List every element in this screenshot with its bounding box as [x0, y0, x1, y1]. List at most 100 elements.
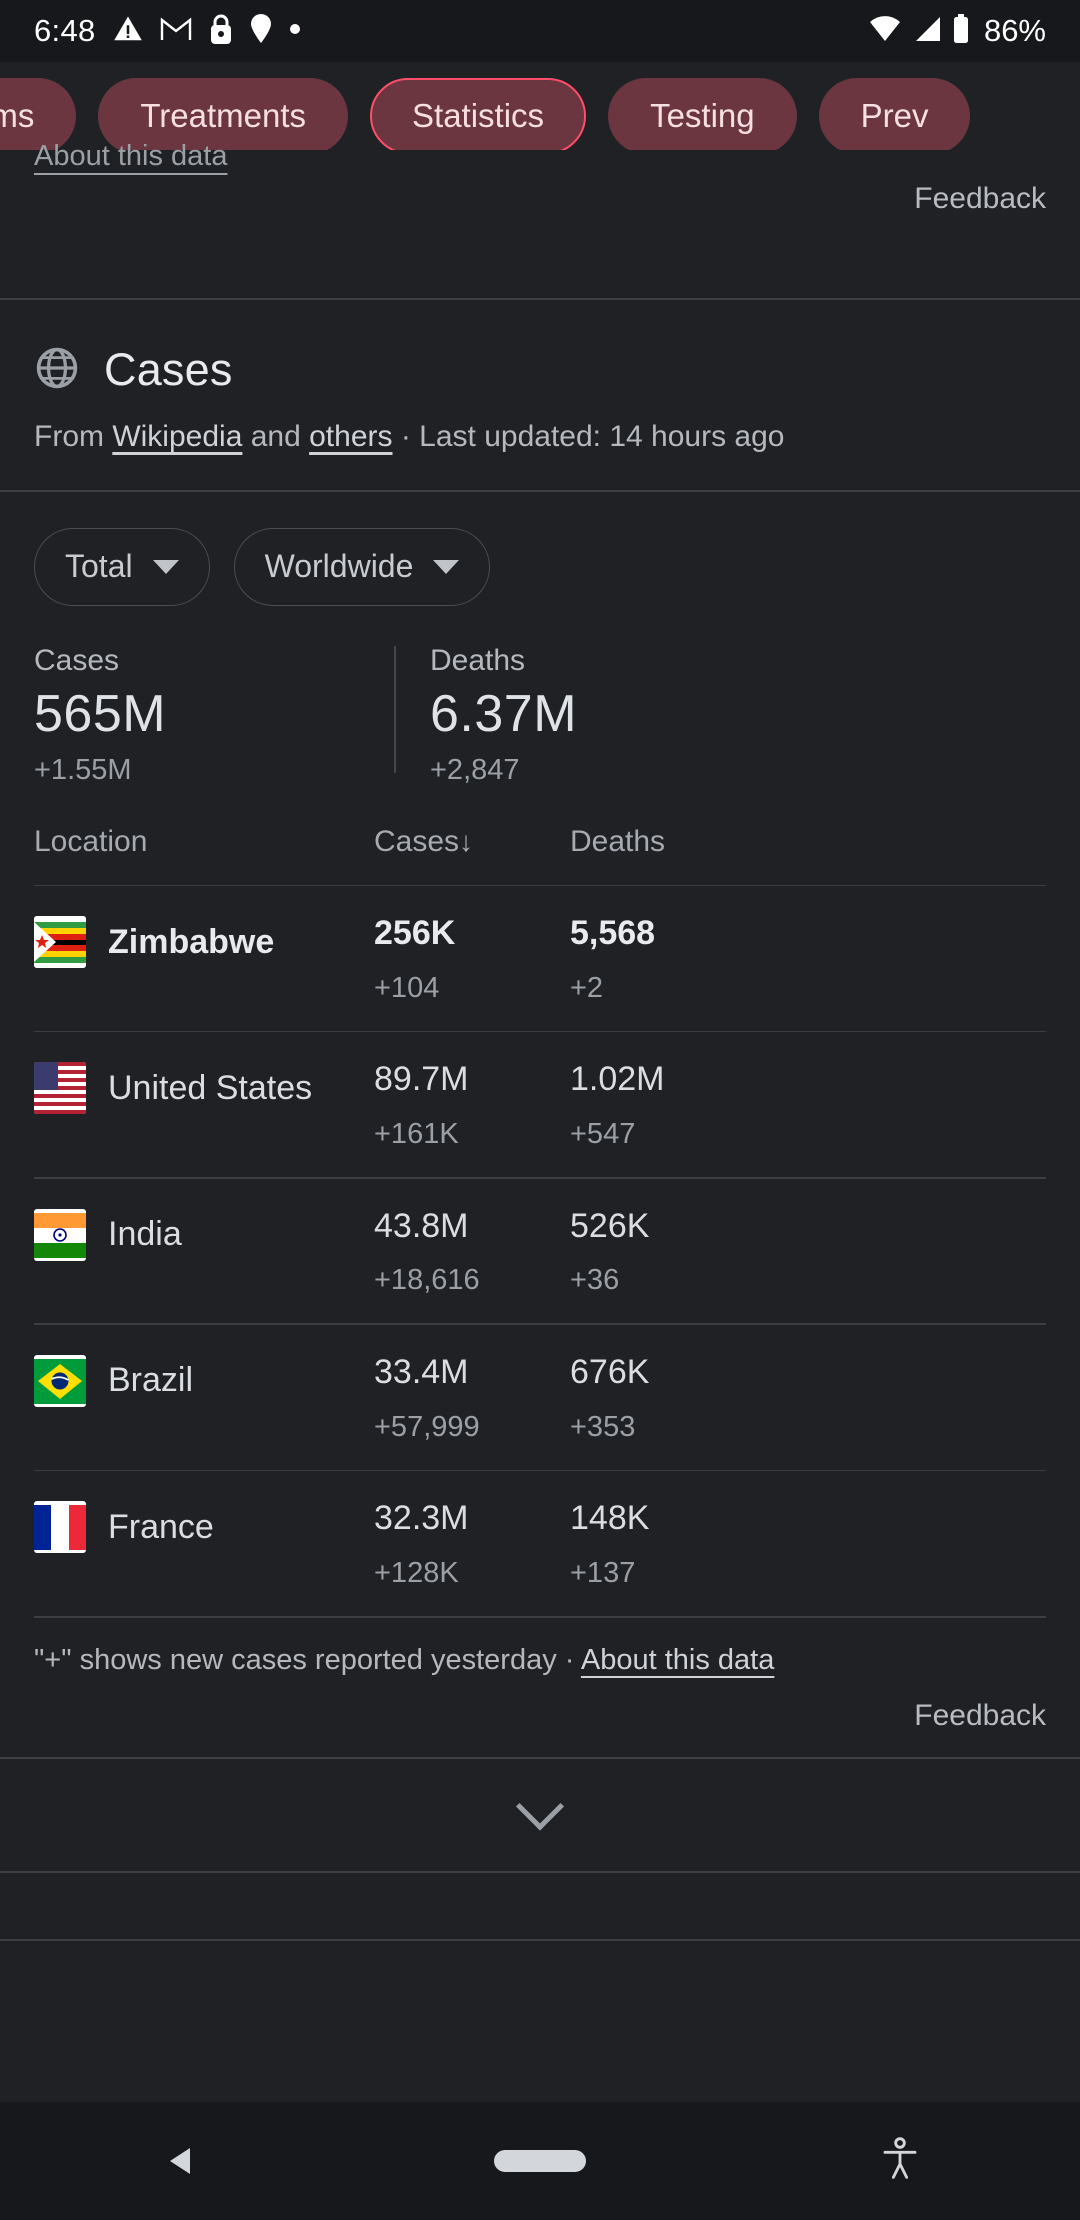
- column-header-cases[interactable]: Cases↓: [374, 825, 570, 859]
- row-deaths-cell: 148K +137: [570, 1501, 1046, 1590]
- lock-icon: [209, 13, 233, 50]
- row-cases-value: 32.3M: [374, 1499, 469, 1538]
- accessibility-icon: [880, 2136, 920, 2186]
- row-cases-value: 33.4M: [374, 1352, 469, 1391]
- status-bar: 6:48 86%: [0, 0, 1080, 62]
- row-cases-delta: +128K: [374, 1556, 459, 1589]
- stat-value: 565M: [34, 684, 167, 743]
- chevron-down-icon: [515, 1781, 565, 1831]
- row-cases-cell: 32.3M +128K: [374, 1501, 570, 1590]
- divider-card-header: [0, 489, 1080, 492]
- status-time: 6:48: [34, 13, 96, 48]
- flag-brazil: [34, 1354, 86, 1407]
- table-row[interactable]: Zimbabwe 256K +104 5,568 +2: [34, 886, 1046, 1031]
- row-country-name: United States: [108, 1068, 313, 1107]
- expand-section-button[interactable]: [0, 1758, 1080, 1871]
- summary-stat-cases: Cases 565M +1.55M: [34, 644, 394, 787]
- nav-back-button[interactable]: [0, 2148, 360, 2174]
- table-row[interactable]: France 32.3M +128K 148K +137: [34, 1471, 1046, 1616]
- column-header-cases-label: Cases: [374, 824, 460, 858]
- row-cases-delta: +161K: [374, 1118, 459, 1151]
- stat-delta: +2,847: [430, 753, 520, 786]
- about-this-data-link-bottom[interactable]: About this data: [580, 1643, 775, 1676]
- divider-after-expander: [0, 1870, 1080, 1873]
- row-location-cell: United States: [34, 1062, 374, 1115]
- footnote-text: "+" shows new cases reported yesterday ·: [34, 1643, 581, 1676]
- filter-label: Worldwide: [264, 548, 414, 584]
- stat-value: 6.37M: [430, 684, 578, 743]
- row-cases-delta: +18,616: [374, 1264, 480, 1297]
- row-country-name: France: [108, 1507, 214, 1546]
- about-this-data-link-top[interactable]: About this data: [34, 140, 228, 172]
- row-cases-cell: 43.8M +18,616: [374, 1206, 570, 1298]
- column-header-location[interactable]: Location: [34, 824, 148, 858]
- system-navigation-bar: [0, 2102, 1080, 2220]
- row-deaths-delta: +2: [570, 971, 604, 1004]
- divider-above-navbar: [0, 1938, 1080, 1941]
- stat-delta: +1.55M: [34, 753, 132, 786]
- chevron-down-icon: [152, 559, 179, 574]
- table-header-row: Location Cases↓ Deaths: [34, 825, 1046, 885]
- dot-icon: [289, 22, 301, 40]
- row-deaths-value: 676K: [570, 1352, 650, 1391]
- row-deaths-value: 1.02M: [570, 1060, 665, 1099]
- chip-label: Testing: [650, 97, 755, 134]
- feedback-link-bottom[interactable]: Feedback: [914, 1698, 1046, 1732]
- row-country-name: Brazil: [108, 1361, 194, 1400]
- table-row[interactable]: Brazil 33.4M +57,999 676K +353: [34, 1325, 1046, 1470]
- source-mid: and: [242, 420, 310, 453]
- chip-symptoms[interactable]: oms: [0, 78, 77, 150]
- feedback-link-top[interactable]: Feedback: [914, 182, 1046, 215]
- back-icon: [170, 2148, 190, 2174]
- row-deaths-cell: 5,568 +2: [570, 915, 1046, 1005]
- flag-zimbabwe: [34, 916, 86, 969]
- row-deaths-value: 526K: [570, 1206, 650, 1245]
- table-footnote: "+" shows new cases reported yesterday ·…: [0, 1618, 1080, 1733]
- chip-label: oms: [0, 97, 35, 134]
- table-row[interactable]: India 43.8M +18,616 526K +36: [34, 1179, 1046, 1324]
- card-header: Cases From Wikipedia and others · Last u…: [0, 300, 1080, 490]
- nav-home-button[interactable]: [360, 2150, 720, 2172]
- chip-testing[interactable]: Testing: [608, 78, 797, 150]
- stat-label: Deaths: [430, 643, 526, 677]
- nav-accessibility-button[interactable]: [720, 2136, 1080, 2186]
- chip-prevention[interactable]: Prev: [818, 78, 971, 150]
- stat-label: Cases: [34, 643, 120, 677]
- filter-total-dropdown[interactable]: Total: [34, 527, 210, 606]
- row-deaths-cell: 676K +353: [570, 1352, 1046, 1444]
- source-prefix: From: [34, 420, 113, 453]
- divider-before-expander: [0, 1756, 1080, 1759]
- bottom-spacer: [0, 1872, 1080, 1939]
- source-suffix: · Last updated: 14 hours ago: [392, 420, 785, 453]
- category-chip-strip[interactable]: oms Treatments Statistics Testing Prev: [0, 62, 1080, 150]
- row-deaths-value: 148K: [570, 1499, 650, 1538]
- cellular-signal-icon: [912, 15, 942, 48]
- row-cases-delta: +104: [374, 971, 440, 1004]
- chip-treatments[interactable]: Treatments: [98, 78, 349, 150]
- table-row[interactable]: United States 89.7M +161K 1.02M +547: [34, 1032, 1046, 1177]
- row-location-cell: France: [34, 1501, 374, 1554]
- location-pin-icon: [250, 13, 272, 49]
- others-link[interactable]: others: [309, 420, 393, 453]
- row-cases-delta: +57,999: [374, 1410, 480, 1443]
- filter-label: Total: [65, 548, 133, 584]
- row-location-cell: India: [34, 1208, 374, 1261]
- table-divider: [34, 884, 1046, 887]
- chip-statistics[interactable]: Statistics: [370, 78, 587, 150]
- chip-label: Statistics: [412, 97, 545, 134]
- column-header-deaths[interactable]: Deaths: [570, 824, 666, 858]
- warning-triangle-icon: [113, 14, 143, 49]
- row-location-cell: Zimbabwe: [34, 916, 374, 969]
- table-divider: [34, 1177, 1046, 1179]
- summary-stats: Cases 565M +1.55M Deaths 6.37M +2,847: [0, 606, 1080, 787]
- table-divider: [34, 1469, 1046, 1472]
- row-cases-value: 43.8M: [374, 1206, 469, 1245]
- status-bar-left: 6:48: [34, 13, 301, 50]
- filter-region-dropdown[interactable]: Worldwide: [233, 527, 491, 606]
- globe-icon: [34, 345, 80, 396]
- flag-india: [34, 1208, 86, 1261]
- table-divider: [34, 1030, 1046, 1033]
- row-deaths-delta: +547: [570, 1118, 636, 1151]
- row-deaths-delta: +137: [570, 1556, 636, 1589]
- wikipedia-link[interactable]: Wikipedia: [112, 420, 243, 453]
